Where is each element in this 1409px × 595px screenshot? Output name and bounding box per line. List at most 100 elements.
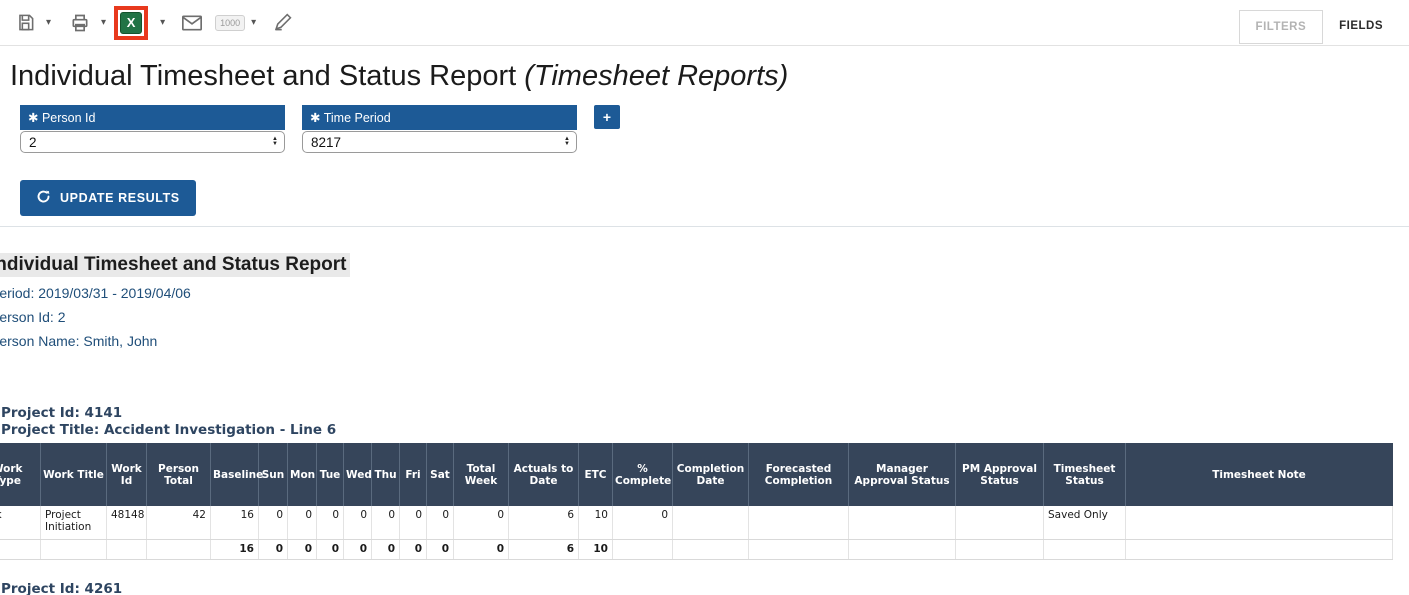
report-header-block: Individual Timesheet and Status Report P… (0, 253, 1409, 351)
totals-cell (612, 539, 673, 560)
totals-cell: 0 (343, 539, 372, 560)
time-period-filter: ✱ Time Period 8217 ▲ ▼ (302, 105, 577, 153)
column-header-manager-approval-status: Manager Approval Status (848, 443, 956, 506)
time-period-value: 8217 (311, 134, 342, 150)
table-row: TaskProject Initiation481484216000000006… (0, 505, 1393, 540)
report-period: Period: 2019/03/31 - 2019/04/06 (0, 285, 191, 301)
person-id-filter-label: ✱ Person Id (20, 105, 285, 130)
totals-cell: 0 (316, 539, 344, 560)
totals-cell: 16 (210, 539, 259, 560)
excel-highlight-box (114, 5, 149, 40)
add-filter-button[interactable]: + (594, 105, 620, 129)
table-cell: 0 (453, 505, 509, 540)
table-cell (748, 505, 849, 540)
project-2-id: Project Id: 4261 (1, 581, 123, 595)
table-cell: 48148 (106, 505, 147, 540)
totals-cell (0, 539, 41, 560)
column-header-work-type: Work Type (0, 443, 41, 506)
totals-cell (146, 539, 211, 560)
table-cell (955, 505, 1044, 540)
column-header-thu: Thu (371, 443, 400, 506)
person-id-filter: ✱ Person Id 2 ▲ ▼ (20, 105, 285, 153)
column-header-baseline: Baseline (210, 443, 263, 506)
totals-cell (106, 539, 147, 560)
column-header-wed: Wed (343, 443, 372, 506)
page-title: Individual Timesheet and Status Report (… (10, 60, 789, 92)
totals-cell (748, 539, 849, 560)
print-icon[interactable] (65, 9, 95, 37)
column-header-mon: Mon (287, 443, 317, 506)
column-header-fri: Fri (399, 443, 427, 506)
totals-cell: 0 (371, 539, 400, 560)
edit-icon[interactable] (268, 9, 297, 36)
tab-fields[interactable]: FIELDS (1323, 10, 1399, 44)
column-header-total-week: Total Week (453, 443, 509, 506)
column-header-sun: Sun (258, 443, 288, 506)
row-limit-badge[interactable]: 1000 (215, 14, 246, 31)
email-icon[interactable] (177, 11, 207, 35)
time-period-filter-label: ✱ Time Period (302, 105, 577, 130)
column-header-etc: ETC (578, 443, 613, 506)
time-period-select[interactable]: 8217 ▲ ▼ (302, 131, 577, 153)
column-header-pm-approval-status: PM Approval Status (955, 443, 1044, 506)
column-header-work-id: Work Id (106, 443, 147, 506)
table-cell (848, 505, 956, 540)
project-1-title: Project Title: Accident Investigation - … (1, 422, 337, 438)
table-cell: 0 (399, 505, 427, 540)
table-cell: 0 (258, 505, 288, 540)
totals-cell: 0 (287, 539, 317, 560)
toolbar: ⋮⋮ ▾ ▾ X ▾ 1000 ▾ FILTERS FIE (0, 0, 1409, 46)
person-id-select[interactable]: 2 ▲ ▼ (20, 131, 285, 153)
column-header-person-total: Person Total (146, 443, 211, 506)
save-dropdown-caret[interactable]: ▾ (46, 17, 52, 28)
tab-filters[interactable]: FILTERS (1238, 10, 1324, 44)
totals-cell (1125, 539, 1393, 560)
panel-tabs: FILTERS FIELDS (1238, 10, 1399, 44)
totals-cell (40, 539, 107, 560)
stepper-icon: ▲ ▼ (564, 136, 570, 147)
column-header-actuals-to-date: Actuals to Date (508, 443, 579, 506)
totals-cell (955, 539, 1044, 560)
table-cell: 0 (612, 505, 673, 540)
project-2-heading: Project Id: 4261 Project Title: Trade Gr… (0, 581, 1409, 595)
update-results-button[interactable]: UPDATE RESULTS (20, 180, 196, 216)
totals-cell (1043, 539, 1126, 560)
update-results-label: UPDATE RESULTS (60, 191, 180, 205)
project-1-heading: Project Id: 4141 Project Title: Accident… (0, 405, 1409, 439)
row-limit-caret[interactable]: ▾ (251, 17, 257, 28)
project-1-id: Project Id: 4141 (1, 405, 123, 421)
table-cell: 16 (210, 505, 259, 540)
page-title-suffix: (Timesheet Reports) (524, 60, 789, 92)
refresh-icon (36, 189, 51, 207)
column-header-sat: Sat (426, 443, 454, 506)
report-title: Individual Timesheet and Status Report (0, 253, 350, 277)
table-cell: 10 (578, 505, 613, 540)
table-cell: Task (0, 505, 41, 540)
print-dropdown-caret[interactable]: ▾ (101, 17, 107, 28)
table-cell: Project Initiation (40, 505, 107, 540)
table-cell (672, 505, 749, 540)
table-cell: 0 (343, 505, 372, 540)
list-icon[interactable]: ⋮⋮ (0, 13, 3, 33)
totals-cell (672, 539, 749, 560)
column-header-forecasted-completion: Forecasted Completion (748, 443, 849, 506)
column-header-tue: Tue (316, 443, 344, 506)
table-cell: Saved Only (1043, 505, 1126, 540)
person-id-value: 2 (29, 134, 37, 150)
table-cell: 6 (508, 505, 579, 540)
totals-cell: 10 (578, 539, 613, 560)
report-person-id: Person Id: 2 (0, 309, 66, 325)
totals-cell (848, 539, 956, 560)
column-header-work-title: Work Title (40, 443, 107, 506)
save-icon[interactable] (11, 9, 40, 36)
column-header--complete: % Complete (612, 443, 673, 506)
excel-dropdown-caret[interactable]: ▾ (160, 17, 166, 28)
totals-row: 16 0 0 0 0 0 0 0 0 6 10 (0, 539, 1393, 560)
excel-export-icon[interactable]: X (120, 11, 143, 34)
section-divider (0, 226, 1409, 227)
stepper-icon: ▲ ▼ (272, 136, 278, 147)
column-header-timesheet-note: Timesheet Note (1125, 443, 1393, 506)
totals-cell: 6 (508, 539, 579, 560)
